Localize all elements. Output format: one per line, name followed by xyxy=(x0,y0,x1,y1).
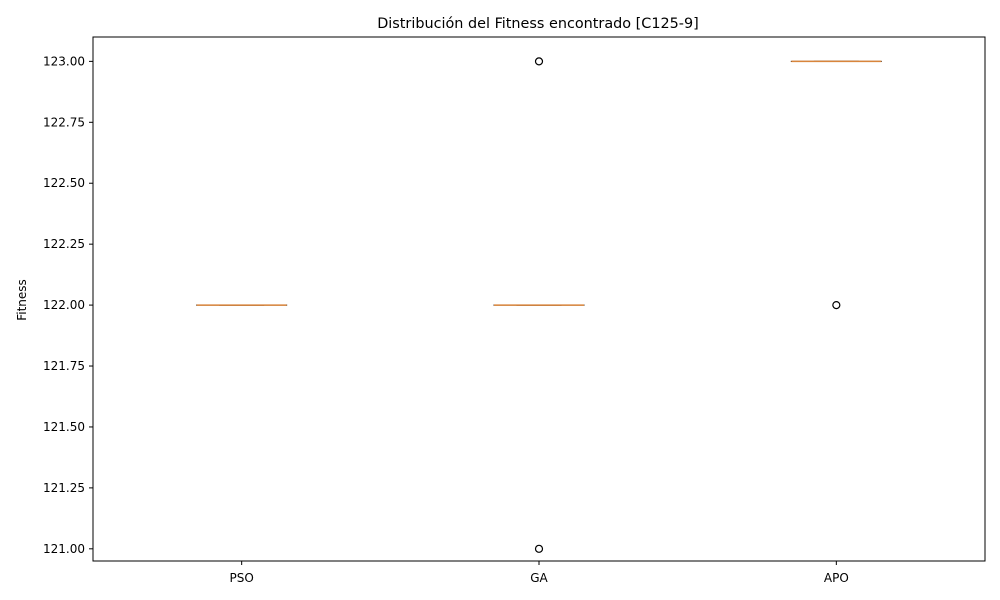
x-tick-label: APO xyxy=(824,571,849,585)
y-tick-label: 122.00 xyxy=(43,298,85,312)
x-tick-label: GA xyxy=(530,571,548,585)
outlier-point xyxy=(534,57,544,66)
y-tick-label: 121.75 xyxy=(43,359,85,373)
y-tick-label: 122.50 xyxy=(43,176,85,190)
y-tick-label: 122.75 xyxy=(43,115,85,129)
outlier-point xyxy=(534,544,544,553)
plot-frame xyxy=(92,36,986,562)
y-tick-label: 122.25 xyxy=(43,237,85,251)
y-tick-label: 123.00 xyxy=(43,54,85,68)
chart-title: Distribución del Fitness encontrado [C12… xyxy=(377,16,699,32)
box-ga xyxy=(493,57,585,553)
y-axis-label: Fitness xyxy=(15,279,29,321)
y-tick-label: 121.00 xyxy=(43,542,85,556)
y-tick-label: 121.50 xyxy=(43,420,85,434)
outlier-point xyxy=(832,300,841,310)
y-axis: 121.00 121.25 121.50 121.75 122.00 122.25 122.… xyxy=(43,54,93,556)
x-axis: PSO GA APO xyxy=(230,561,849,585)
x-tick-label: PSO xyxy=(230,571,254,585)
boxes-layer xyxy=(196,57,882,553)
box-apo xyxy=(790,60,882,310)
y-tick-label: 121.25 xyxy=(43,481,85,495)
